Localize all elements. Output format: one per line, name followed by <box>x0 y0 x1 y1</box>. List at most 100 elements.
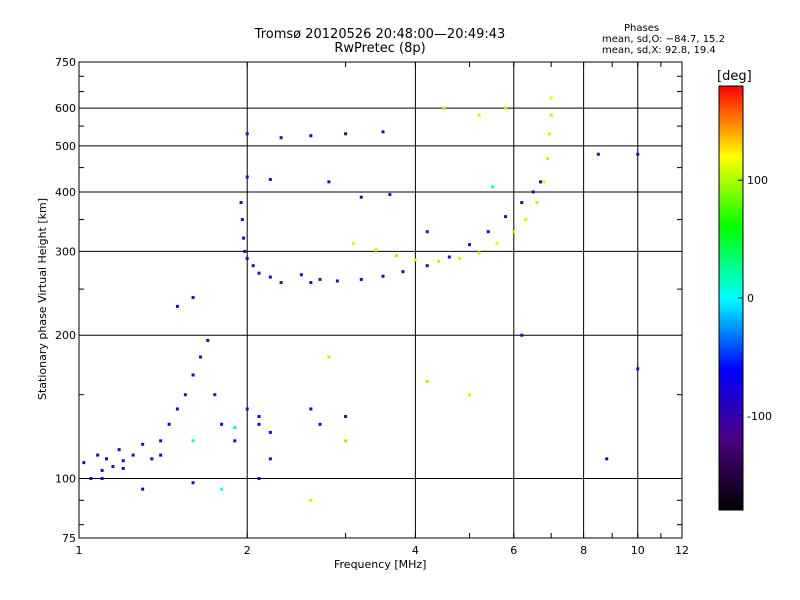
data-point <box>491 185 495 189</box>
data-point <box>636 367 640 371</box>
data-point <box>381 274 385 278</box>
data-point <box>96 453 100 457</box>
data-point <box>520 333 524 337</box>
data-point <box>495 241 499 245</box>
data-point <box>388 193 392 197</box>
grid-lines <box>79 62 682 538</box>
data-point <box>243 249 247 253</box>
data-point <box>159 453 163 457</box>
data-point <box>512 230 516 234</box>
phases-o-stats: mean, sd,O: −84.7, 15.2 <box>602 34 725 45</box>
data-point <box>327 355 331 359</box>
data-point <box>477 251 481 255</box>
data-point <box>167 422 171 426</box>
data-point <box>327 180 331 184</box>
data-point <box>359 277 363 281</box>
data-point <box>539 180 543 184</box>
data-point <box>111 464 115 468</box>
data-point <box>268 177 272 181</box>
data-point <box>605 457 609 461</box>
x-tick-label: 10 <box>631 544 645 557</box>
data-point <box>309 281 313 285</box>
x-tick-label: 2 <box>244 544 251 557</box>
data-point <box>100 468 104 472</box>
data-point <box>191 296 195 300</box>
data-point <box>251 264 255 268</box>
data-point <box>335 279 339 283</box>
data-point <box>374 248 378 252</box>
phases-x-stats: mean, sd,X: 92.8, 19.4 <box>602 45 716 56</box>
data-point <box>413 258 417 262</box>
data-point <box>191 439 195 443</box>
data-point <box>150 457 154 461</box>
data-point <box>468 243 472 247</box>
data-point <box>549 96 553 100</box>
data-point <box>245 256 249 260</box>
data-point <box>318 422 322 426</box>
data-point <box>520 201 524 205</box>
data-point <box>105 457 109 461</box>
data-point <box>359 195 363 199</box>
colorbar-tick-label: 0 <box>747 292 754 305</box>
y-tick-label: 100 <box>55 473 76 486</box>
data-point <box>199 355 203 359</box>
x-tick-label: 12 <box>675 544 689 557</box>
data-point <box>344 439 348 443</box>
data-point <box>257 477 261 481</box>
phase-colorbar: 100 0 -100 <box>718 85 772 511</box>
y-tick-label: 600 <box>55 102 76 115</box>
data-point <box>257 422 261 426</box>
data-point <box>175 407 179 411</box>
data-point <box>309 498 313 502</box>
data-point <box>549 113 553 117</box>
data-point <box>309 407 313 411</box>
data-point <box>245 175 249 179</box>
data-point <box>504 215 508 219</box>
data-point <box>117 448 121 452</box>
x-axis-label: Frequency [MHz] <box>334 558 427 571</box>
data-point <box>344 132 348 136</box>
chart-subtitle: RwPretec (8p) <box>334 41 426 56</box>
data-point <box>100 477 104 481</box>
y-tick-label: 75 <box>62 532 76 545</box>
data-point <box>240 218 244 222</box>
data-point <box>89 477 93 481</box>
data-point <box>159 439 163 443</box>
data-point <box>268 430 272 434</box>
data-point <box>233 439 237 443</box>
phases-title: Phases <box>624 23 660 34</box>
colorbar-tick-label: 100 <box>747 174 768 187</box>
y-tick-label: 750 <box>55 56 76 69</box>
data-point <box>486 230 490 234</box>
data-point <box>279 281 283 285</box>
data-point <box>213 393 217 397</box>
data-point <box>504 106 508 110</box>
data-point <box>352 241 356 245</box>
data-point <box>121 466 125 470</box>
data-point <box>542 180 546 184</box>
data-point <box>546 157 550 161</box>
data-point <box>245 407 249 411</box>
data-point <box>524 218 528 222</box>
data-point <box>191 373 195 377</box>
colorbar-tick-label: -100 <box>747 410 772 423</box>
data-point <box>318 277 322 281</box>
x-tick-label: 6 <box>510 544 517 557</box>
data-point <box>636 152 640 156</box>
data-point <box>257 271 261 275</box>
data-point <box>458 256 462 260</box>
data-point <box>191 481 195 485</box>
data-point <box>381 130 385 134</box>
data-point <box>425 264 429 268</box>
y-tick-label: 400 <box>55 186 76 199</box>
data-point <box>233 425 237 429</box>
data-point <box>425 230 429 234</box>
data-point <box>268 457 272 461</box>
data-point <box>82 461 86 465</box>
data-point <box>220 422 224 426</box>
x-tick-label: 1 <box>76 544 83 557</box>
data-point <box>242 236 246 240</box>
